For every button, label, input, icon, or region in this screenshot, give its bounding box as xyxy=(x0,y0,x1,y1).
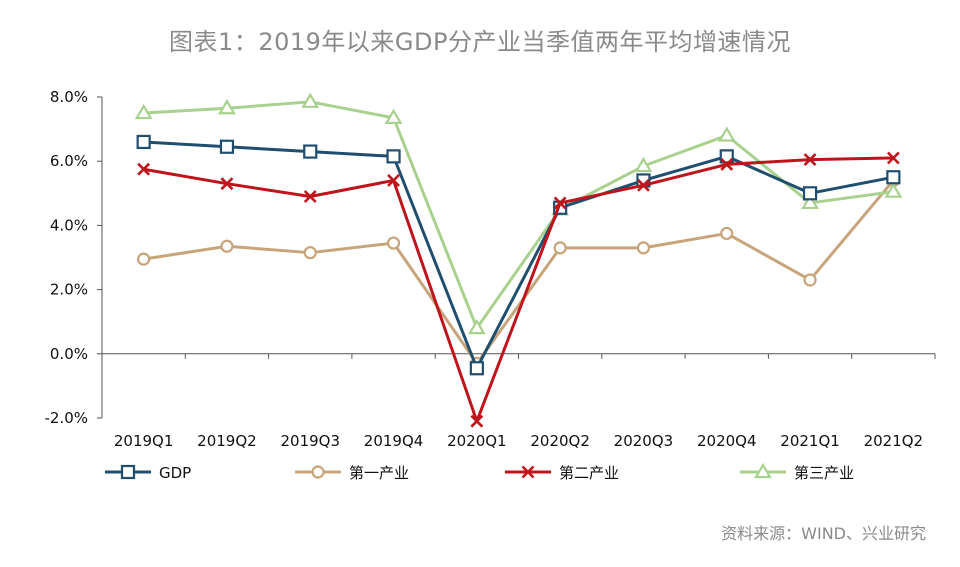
data-point xyxy=(802,186,818,201)
legend: GDP 第一产业 第二产业 第三产业 xyxy=(105,462,854,482)
y-axis-ticks: -2.0% 0.0% 2.0% 4.0% 6.0% 8.0% xyxy=(44,88,102,427)
legend-marker xyxy=(311,465,325,479)
data-point xyxy=(803,273,817,287)
data-point xyxy=(886,151,900,165)
data-point xyxy=(301,92,320,108)
x-tick-label: 2021Q2 xyxy=(864,432,924,450)
data-point xyxy=(886,170,901,185)
y-tick-label: 2.0% xyxy=(50,281,88,299)
data-point xyxy=(219,139,235,154)
data-point xyxy=(469,361,484,376)
data-point xyxy=(717,126,736,142)
x-tick-label: 2020Q2 xyxy=(530,432,590,450)
data-point xyxy=(384,108,403,124)
data-point xyxy=(720,226,734,241)
data-point xyxy=(303,246,317,260)
data-point xyxy=(303,190,317,203)
data-point xyxy=(386,149,401,164)
data-point xyxy=(719,149,734,164)
data-point xyxy=(636,241,651,255)
data-point xyxy=(137,162,151,176)
data-point xyxy=(387,174,400,187)
x-tick-label: 2020Q3 xyxy=(614,432,674,450)
source-note: 资料来源：WIND、兴业研究 xyxy=(721,524,926,543)
data-point xyxy=(553,241,567,255)
x-tick-label: 2020Q1 xyxy=(447,432,507,450)
series-line-primary xyxy=(143,179,895,365)
y-tick-label: 0.0% xyxy=(50,345,88,363)
x-tick-label: 2021Q1 xyxy=(780,432,840,450)
x-axis-ticks: 2019Q1 2019Q2 2019Q3 2019Q4 2020Q1 2020Q2 2020… xyxy=(101,353,936,450)
legend-marker xyxy=(120,464,136,480)
x-tick-label: 2019Q1 xyxy=(114,432,174,450)
data-point xyxy=(803,153,817,167)
legend-label: 第二产业 xyxy=(559,464,619,482)
x-tick-label: 2019Q4 xyxy=(364,432,424,450)
series-line-secondary xyxy=(143,156,894,423)
chart-title: 图表1：2019年以来GDP分产业当季值两年平均增速情况 xyxy=(169,28,791,56)
data-point xyxy=(136,134,151,150)
data-point xyxy=(634,156,653,173)
x-tick-label: 2019Q2 xyxy=(197,432,257,450)
data-point xyxy=(220,177,234,191)
data-point xyxy=(720,157,734,171)
legend-marker xyxy=(754,462,772,479)
legend-label: 第三产业 xyxy=(794,464,854,482)
legend-label: GDP xyxy=(159,464,191,482)
data-point xyxy=(801,193,819,210)
data-point xyxy=(884,182,903,198)
data-point xyxy=(470,414,484,428)
data-point xyxy=(218,99,236,115)
series-group xyxy=(134,92,903,428)
series-line-tertiary xyxy=(143,100,894,330)
data-point xyxy=(467,318,486,335)
y-tick-label: 6.0% xyxy=(50,152,88,170)
y-tick-label: 8.0% xyxy=(50,88,88,106)
legend-marker xyxy=(521,465,535,479)
legend-label: 第一产业 xyxy=(349,464,409,482)
y-tick-label: 4.0% xyxy=(50,216,88,234)
y-tick-label: -2.0% xyxy=(44,409,88,427)
data-point xyxy=(553,196,567,210)
data-point xyxy=(637,178,650,192)
data-point xyxy=(137,252,151,266)
series-line-gdp xyxy=(143,140,894,370)
data-point xyxy=(303,144,318,159)
x-tick-label: 2020Q4 xyxy=(697,432,757,450)
data-point xyxy=(220,239,234,253)
data-point xyxy=(134,103,153,120)
x-tick-label: 2019Q3 xyxy=(280,432,340,450)
data-point xyxy=(386,236,401,250)
